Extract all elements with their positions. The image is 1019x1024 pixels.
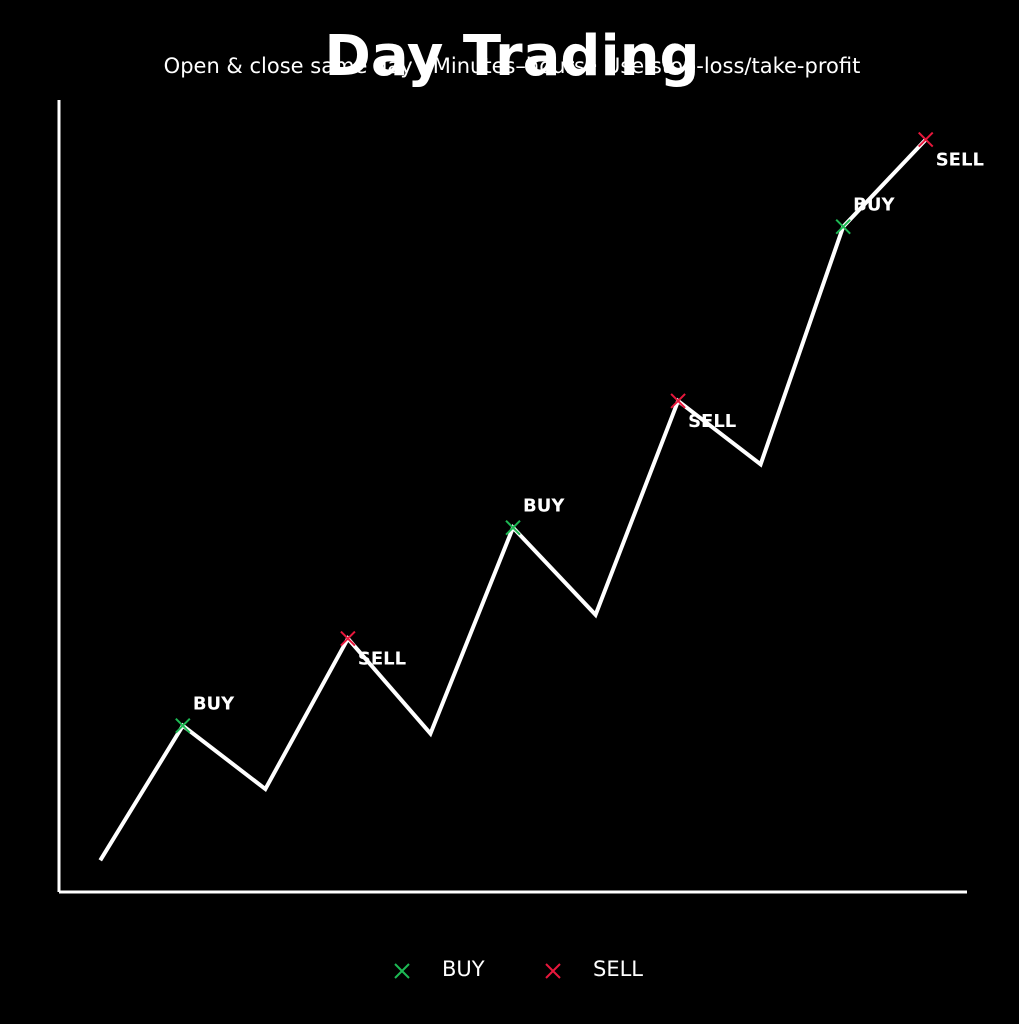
legend-marker: [394, 963, 410, 979]
chart-subtitle: Open & close same day · Minutes–hours · …: [164, 54, 861, 78]
trade-marker: [175, 717, 191, 734]
trade-marker: [670, 393, 686, 409]
trade-marker: [505, 519, 521, 536]
legend-label: BUY: [442, 957, 485, 981]
legend-marker: [545, 963, 561, 979]
trade-marker: [918, 131, 934, 148]
legend-label: SELL: [593, 957, 643, 981]
trade-label: SELL: [688, 411, 736, 432]
trade-label: BUY: [193, 694, 235, 715]
trade-marker: [835, 219, 851, 235]
trade-label: SELL: [358, 649, 406, 670]
trade-label: SELL: [936, 150, 984, 171]
chart-title: Day Trading: [324, 24, 699, 89]
trade-label: BUY: [853, 195, 895, 216]
trade-marker: [340, 630, 356, 647]
trade-label: BUY: [523, 496, 565, 517]
